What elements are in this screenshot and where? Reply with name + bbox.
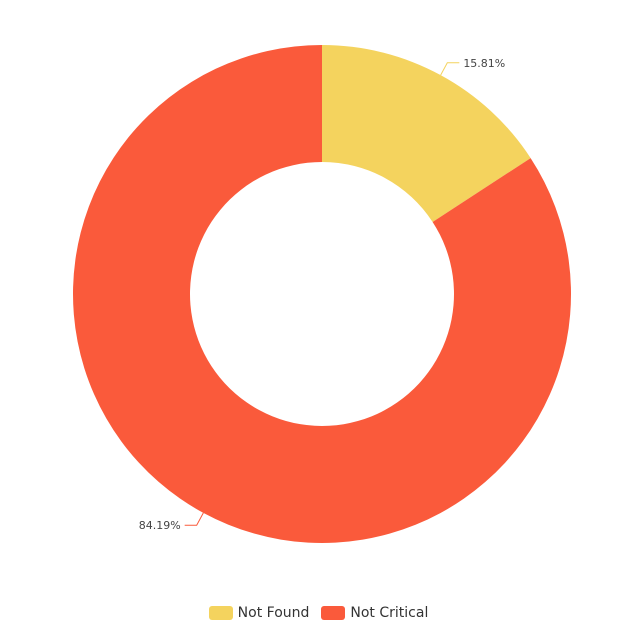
leader-line-not-critical bbox=[184, 512, 204, 526]
slice-not-found[interactable] bbox=[322, 45, 531, 222]
slice-not-critical[interactable] bbox=[73, 45, 572, 543]
legend-item-not-critical[interactable]: Not Critical bbox=[321, 605, 428, 621]
data-label-not-critical: 84.19% bbox=[139, 519, 181, 532]
data-label-not-found: 15.81% bbox=[463, 57, 505, 70]
legend-swatch-not-critical bbox=[321, 606, 346, 620]
legend-label-not-found: Not Found bbox=[237, 605, 310, 621]
legend-item-not-found[interactable]: Not Found bbox=[208, 605, 310, 621]
legend: Not Found Not Critical bbox=[0, 601, 637, 625]
legend-swatch-not-found bbox=[208, 606, 233, 620]
leader-line-not-found bbox=[440, 62, 460, 76]
data-labels-group: 15.81% 84.19% bbox=[139, 57, 506, 532]
legend-label-not-critical: Not Critical bbox=[350, 605, 429, 621]
slices-group bbox=[73, 45, 572, 543]
